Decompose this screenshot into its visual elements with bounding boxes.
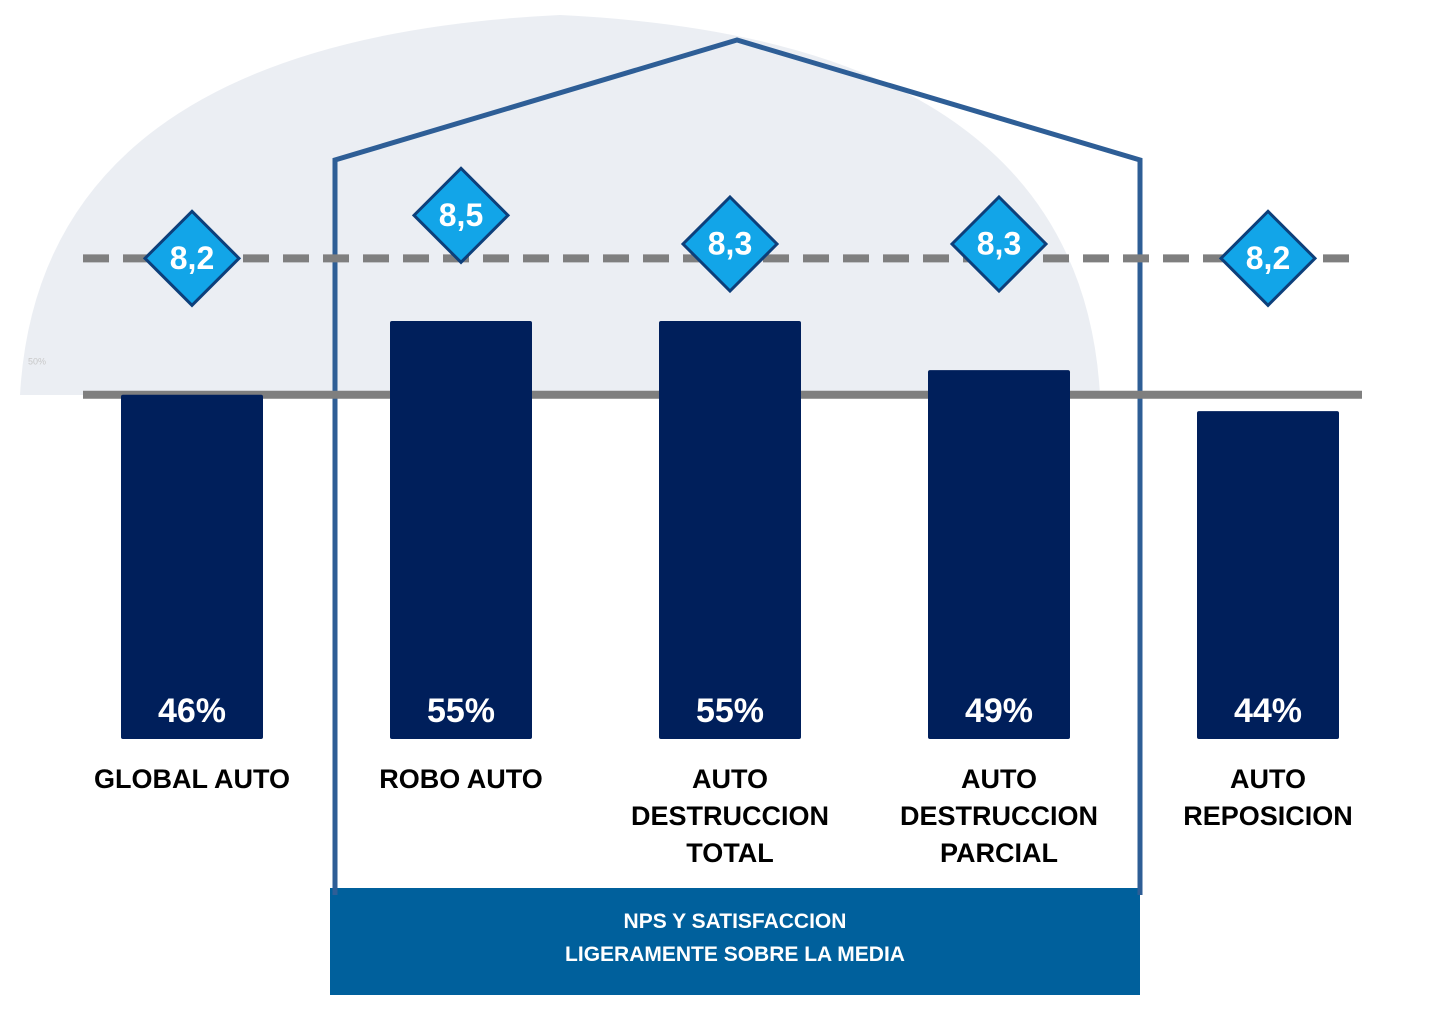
umbrella-background — [20, 15, 1100, 395]
bar-value-label: 44% — [1234, 692, 1302, 730]
bar — [928, 370, 1070, 739]
score-label: 8,3 — [708, 225, 752, 261]
bar — [1197, 411, 1339, 739]
score-diamond — [680, 194, 780, 294]
bar-value-label: 46% — [158, 692, 226, 730]
score-label: 8,2 — [170, 240, 214, 276]
annotation-box — [330, 888, 1140, 995]
x-tick-label: AUTO REPOSICION — [1183, 764, 1353, 831]
bar — [659, 320, 801, 739]
y-tick-label: 50% — [28, 356, 46, 366]
bar — [121, 394, 263, 739]
x-tick-label: ROBO AUTO — [379, 764, 543, 794]
score-diamond — [949, 194, 1049, 294]
bar-value-label: 55% — [427, 692, 495, 730]
score-diamond — [1218, 209, 1318, 308]
score-diamond — [411, 166, 511, 265]
bar-value-label: 49% — [965, 692, 1033, 730]
bar — [390, 320, 532, 739]
x-tick-label: AUTO DESTRUCCION PARCIAL — [899, 764, 1098, 868]
x-tick-label: AUTO DESTRUCCION TOTAL — [630, 764, 829, 868]
house-outline — [332, 37, 1143, 895]
x-tick-label: GLOBAL AUTO — [93, 764, 290, 794]
score-label: 8,3 — [977, 225, 1021, 261]
score-label: 8,2 — [1246, 240, 1290, 276]
score-diamond — [142, 209, 242, 308]
score-label: 8,5 — [439, 197, 483, 233]
annotation: NPS Y SATISFACCION LIGERAMENTE SOBRE LA … — [565, 910, 905, 966]
bar-value-label: 55% — [696, 692, 764, 730]
